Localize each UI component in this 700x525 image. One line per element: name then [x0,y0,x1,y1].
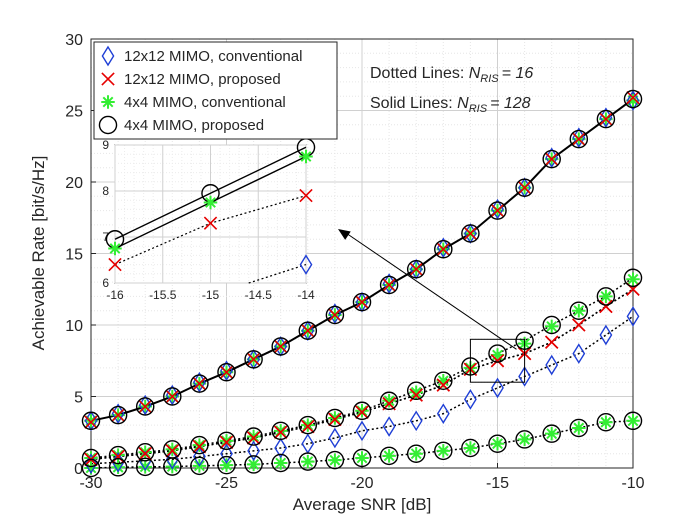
data-point-asterisk [464,441,478,455]
data-point-asterisk [545,427,559,441]
data-point-asterisk [274,424,288,438]
data-point-asterisk [355,451,369,465]
data-point-asterisk [599,415,613,429]
y-tick-label: 0 [74,461,83,478]
data-point-asterisk [409,447,423,461]
inset-y-tick-label: 9 [102,138,109,152]
x-tick-label: -20 [350,475,373,492]
solid-n-symbol: N [457,95,469,112]
zoom-arrow [346,233,516,349]
data-point-asterisk [437,444,451,458]
dotted-n-value: = 16 [502,65,534,82]
solid-n-subscript: RIS [469,103,488,115]
y-tick-label: 15 [65,247,83,264]
data-point-asterisk [220,458,234,472]
legend-label: 12x12 MIMO, conventional [124,48,302,65]
chart: -30 -25 -20 -15 -10051015202530 Average SNR … [0,0,700,525]
data-point-asterisk [108,242,122,256]
x-tick-label: -10 [621,475,644,492]
data-point-asterisk [626,414,640,428]
data-point-asterisk [518,433,532,447]
data-point-asterisk [545,320,559,334]
inset-x-tick-label: -15.5 [149,288,177,302]
y-tick-label: 20 [65,175,83,192]
inset-y-tick-label: 8 [102,184,109,198]
data-point-asterisk [491,437,505,451]
inset-x-tick-label: -16 [106,288,124,302]
data-point-asterisk [572,304,586,318]
data-point-diamond [600,326,611,344]
x-axis-label: Average SNR [dB] [293,495,432,514]
data-point-asterisk [328,411,342,425]
y-axis-label: Achievable Rate [bit/s/Hz] [29,156,48,351]
inset-y-tick-label: 7 [102,230,109,244]
legend-label: 4x4 MIMO, conventional [124,94,286,111]
inset-y-tick-label: 6 [102,276,109,290]
data-point-asterisk [382,449,396,463]
y-tick-label: 25 [65,104,83,121]
data-point-asterisk [355,404,369,418]
x-tick-label: -15 [486,475,509,492]
data-point-asterisk [299,150,313,164]
data-point-asterisk [626,94,640,108]
solid-lines-annotation: Solid Lines: NRIS = 128 [370,95,531,115]
dotted-n-symbol: N [469,65,481,82]
inset-x-tick-label: -14 [297,288,315,302]
data-point-asterisk [193,438,207,452]
data-point-asterisk [84,414,98,428]
dotted-n-subscript: RIS [480,73,499,85]
solid-prefix: Solid Lines: [370,95,457,112]
data-point-asterisk [382,394,396,408]
y-tick-label: 10 [65,318,83,335]
data-point-diamond [546,356,557,374]
data-point-asterisk [204,196,218,210]
inset-x-tick-label: -15 [202,288,220,302]
data-point-asterisk [301,455,315,469]
legend-label: 12x12 MIMO, proposed [124,71,281,88]
data-point-asterisk [101,95,115,109]
data-point-asterisk [328,453,342,467]
y-tick-label: 5 [74,390,83,407]
y-tick-label: 30 [65,32,83,49]
legend-label: 4x4 MIMO, proposed [124,117,264,134]
data-point-x [546,336,558,348]
x-tick-label: -25 [215,475,238,492]
dotted-prefix: Dotted Lines: [370,65,469,82]
inset-x-tick-label: -14.5 [245,288,273,302]
solid-n-value: = 128 [490,95,531,112]
data-point-asterisk [301,418,315,432]
data-point-asterisk [572,421,586,435]
